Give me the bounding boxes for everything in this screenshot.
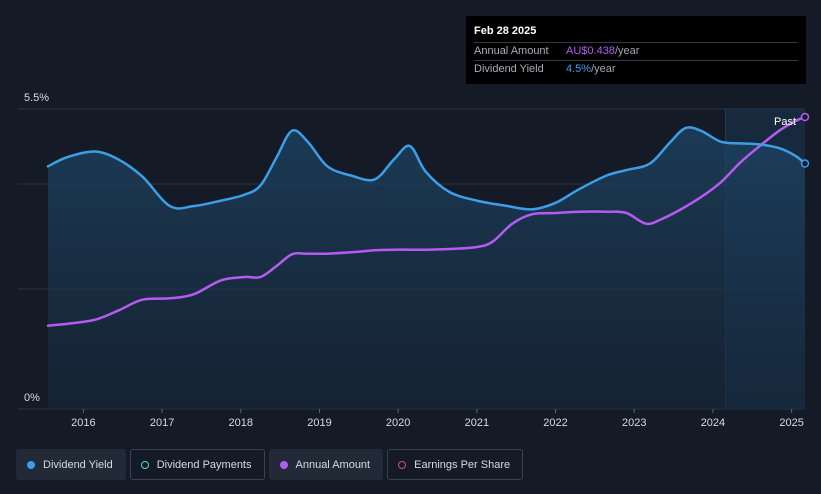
yield-area (48, 127, 805, 409)
tooltip-dividend-yield-unit: /year (591, 63, 616, 75)
x-axis-ticks: 2016 2017 2018 2019 2020 2021 2022 2023 2024 2025 (71, 409, 804, 429)
legend-dividend-yield[interactable]: Dividend Yield (16, 449, 126, 480)
x-tick-2019: 2019 (307, 417, 331, 429)
dividend-payments-ring-icon (140, 460, 149, 469)
legend-annual-amount-label: Annual Amount (295, 458, 371, 471)
x-tick-2018: 2018 (229, 417, 253, 429)
y-tick-top: 5.5% (24, 92, 49, 104)
tooltip-row-annual-amount: Annual Amount AU$0.438 /year (474, 42, 798, 60)
dividend-yield-end-marker (800, 159, 810, 168)
dividend-yield-line (46, 126, 807, 211)
tooltip-row-dividend-yield: Dividend Yield 4.5% /year (474, 60, 798, 78)
x-tick-2025: 2025 (779, 417, 803, 429)
dividend-yield-dot-icon (27, 460, 35, 469)
annual-amount-dot-icon (279, 460, 288, 469)
legend-earnings-per-share[interactable]: Earnings Per Share (387, 449, 524, 480)
legend-annual-amount[interactable]: Annual Amount (268, 449, 384, 480)
legend-dividend-payments-label: Dividend Payments (156, 458, 252, 471)
past-label: Past (774, 116, 796, 128)
dividend-yield-area (48, 127, 805, 409)
series-markers (800, 112, 810, 168)
tooltip-dividend-yield-label: Dividend Yield (474, 63, 544, 75)
tooltip-annual-amount-unit: /year (614, 45, 640, 57)
annual-amount-end-marker (800, 112, 810, 122)
x-tick-2022: 2022 (543, 417, 567, 429)
series-lines (46, 115, 807, 327)
tooltip-dividend-yield-value: 4.5% (566, 63, 592, 75)
tooltip-annual-amount-value: AU$0.438 (566, 45, 615, 57)
x-tick-2021: 2021 (465, 417, 489, 429)
y-axis-labels: 5.5% 0% (24, 92, 49, 404)
x-tick-2017: 2017 (150, 417, 174, 429)
legend-dividend-yield-label: Dividend Yield (43, 458, 113, 471)
x-tick-2024: 2024 (701, 417, 725, 429)
earnings-per-share-ring-icon (398, 460, 407, 469)
x-tick-2023: 2023 (622, 417, 646, 429)
x-tick-2020: 2020 (386, 417, 410, 429)
tooltip-annual-amount-label: Annual Amount (474, 45, 549, 57)
x-tick-2016: 2016 (71, 417, 95, 429)
tooltip: Feb 28 2025 Annual Amount AU$0.438 /year… (466, 16, 806, 84)
y-tick-bottom: 0% (24, 392, 40, 404)
chart-legend: Dividend Yield Dividend Payments Annual … (16, 449, 524, 480)
legend-dividend-payments[interactable]: Dividend Payments (129, 449, 265, 480)
legend-earnings-per-share-label: Earnings Per Share (414, 458, 511, 471)
annual-amount-line (46, 115, 807, 327)
tooltip-date: Feb 28 2025 (474, 25, 537, 37)
